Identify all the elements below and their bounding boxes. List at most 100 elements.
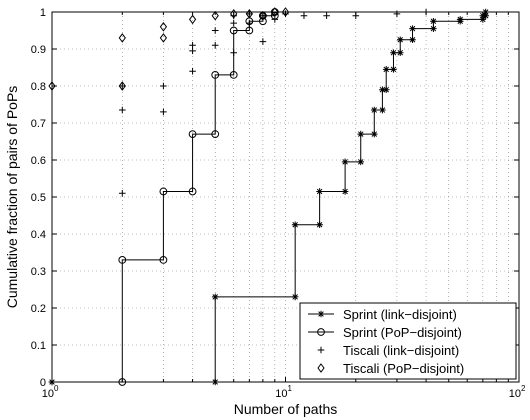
data-point xyxy=(430,17,437,25)
data-point xyxy=(316,221,323,229)
data-point xyxy=(352,12,360,19)
data-point xyxy=(396,36,404,44)
data-point xyxy=(118,378,127,386)
x-axis-label: Number of paths xyxy=(234,401,338,417)
data-point xyxy=(211,42,219,49)
x-tick-label: 10 0 xyxy=(42,384,59,400)
data-point xyxy=(188,130,197,139)
data-point xyxy=(188,187,197,196)
data-point xyxy=(160,108,167,116)
data-point xyxy=(271,7,279,17)
y-tick-label: 0.8 xyxy=(31,81,46,93)
y-tick-label: 0 xyxy=(40,377,46,389)
data-point xyxy=(159,21,168,32)
legend-label: Sprint (PoP−disjoint) xyxy=(343,325,462,340)
data-point xyxy=(211,130,220,139)
y-tick-label: 0.3 xyxy=(31,266,46,278)
data-point xyxy=(357,130,365,138)
data-point xyxy=(281,7,290,17)
y-tick-label: 1 xyxy=(40,7,46,19)
data-point xyxy=(211,27,219,34)
legend-item: Sprint (link−disjoint) xyxy=(308,307,457,322)
legend: Sprint (link−disjoint) Sprint (PoP−disjoi… xyxy=(299,302,517,380)
x-tick-label-base: 10 xyxy=(509,388,521,400)
data-point xyxy=(357,158,365,166)
data-point xyxy=(245,26,254,35)
data-point xyxy=(409,25,416,32)
data-point xyxy=(211,71,220,79)
x-tick-label-base: 10 xyxy=(42,388,54,400)
data-point xyxy=(341,188,349,195)
legend-box xyxy=(299,302,517,380)
data-point xyxy=(230,19,237,27)
data-point xyxy=(379,106,386,114)
series-3 xyxy=(48,8,430,386)
legend-label: Tiscali (link−disjoint) xyxy=(343,343,459,358)
data-point xyxy=(159,187,168,196)
data-point xyxy=(300,12,308,19)
data-point xyxy=(118,190,126,197)
data-point xyxy=(409,36,416,44)
data-point xyxy=(317,328,325,336)
data-point xyxy=(211,378,219,386)
y-tick-label: 0.7 xyxy=(31,118,46,130)
x-tick-label-exponent: 1 xyxy=(288,384,293,393)
data-point xyxy=(211,10,219,21)
y-tick-label: 0.9 xyxy=(31,44,46,56)
x-tick-labels: 10 0 10 1 10 2 xyxy=(42,384,526,400)
data-point xyxy=(48,378,56,386)
data-point xyxy=(291,221,299,229)
data-point xyxy=(390,66,397,73)
x-tick-label-base: 10 xyxy=(275,388,287,400)
legend-item: Tiscali (link−disjoint) xyxy=(317,343,459,358)
data-point xyxy=(118,256,127,264)
data-point xyxy=(189,42,196,49)
data-point xyxy=(430,25,437,32)
data-point xyxy=(48,81,56,91)
data-point xyxy=(118,81,126,91)
data-point xyxy=(382,86,390,93)
y-axis-label: Cumulative fraction of pairs of PoPs xyxy=(4,86,20,309)
legend-item: Tiscali (PoP−disjoint) xyxy=(317,361,464,376)
data-point xyxy=(118,106,126,114)
data-point xyxy=(189,67,196,75)
y-tick-label: 0.6 xyxy=(31,155,46,167)
x-tick-label-exponent: 0 xyxy=(54,384,59,393)
x-tick-label-exponent: 2 xyxy=(521,384,526,393)
data-point xyxy=(159,33,168,43)
data-point xyxy=(246,10,253,18)
data-point xyxy=(317,346,325,354)
data-point xyxy=(482,12,489,19)
data-point xyxy=(422,8,430,16)
data-point xyxy=(211,293,219,301)
y-tick-labels: 0 0.1 0.2 0.3 0.4 0.5 0.6 0.7 0.8 0.9 1 xyxy=(31,7,46,389)
series-4 xyxy=(48,7,290,91)
data-point xyxy=(323,12,330,19)
data-point xyxy=(271,16,279,23)
data-point xyxy=(317,310,325,318)
data-point xyxy=(370,130,378,138)
data-point xyxy=(230,9,238,19)
data-point xyxy=(341,158,349,166)
data-point xyxy=(159,256,168,264)
data-point xyxy=(229,71,238,79)
data-point xyxy=(291,293,299,301)
data-point xyxy=(382,66,390,73)
data-point xyxy=(259,38,267,45)
y-tick-label: 0.5 xyxy=(31,192,46,204)
data-point xyxy=(118,82,126,90)
x-tick-label: 10 1 xyxy=(275,384,292,400)
data-point xyxy=(393,10,401,18)
legend-label: Sprint (link−disjoint) xyxy=(343,307,457,322)
y-tick-label: 0.1 xyxy=(31,340,46,352)
y-tick-label: 0.4 xyxy=(31,229,46,241)
data-point xyxy=(246,19,253,27)
data-point xyxy=(370,106,378,114)
data-point xyxy=(379,86,386,93)
data-point xyxy=(390,49,397,56)
data-point xyxy=(245,9,253,19)
data-point xyxy=(482,8,489,16)
data-point xyxy=(188,14,197,25)
y-tick-label: 0.2 xyxy=(31,303,46,315)
